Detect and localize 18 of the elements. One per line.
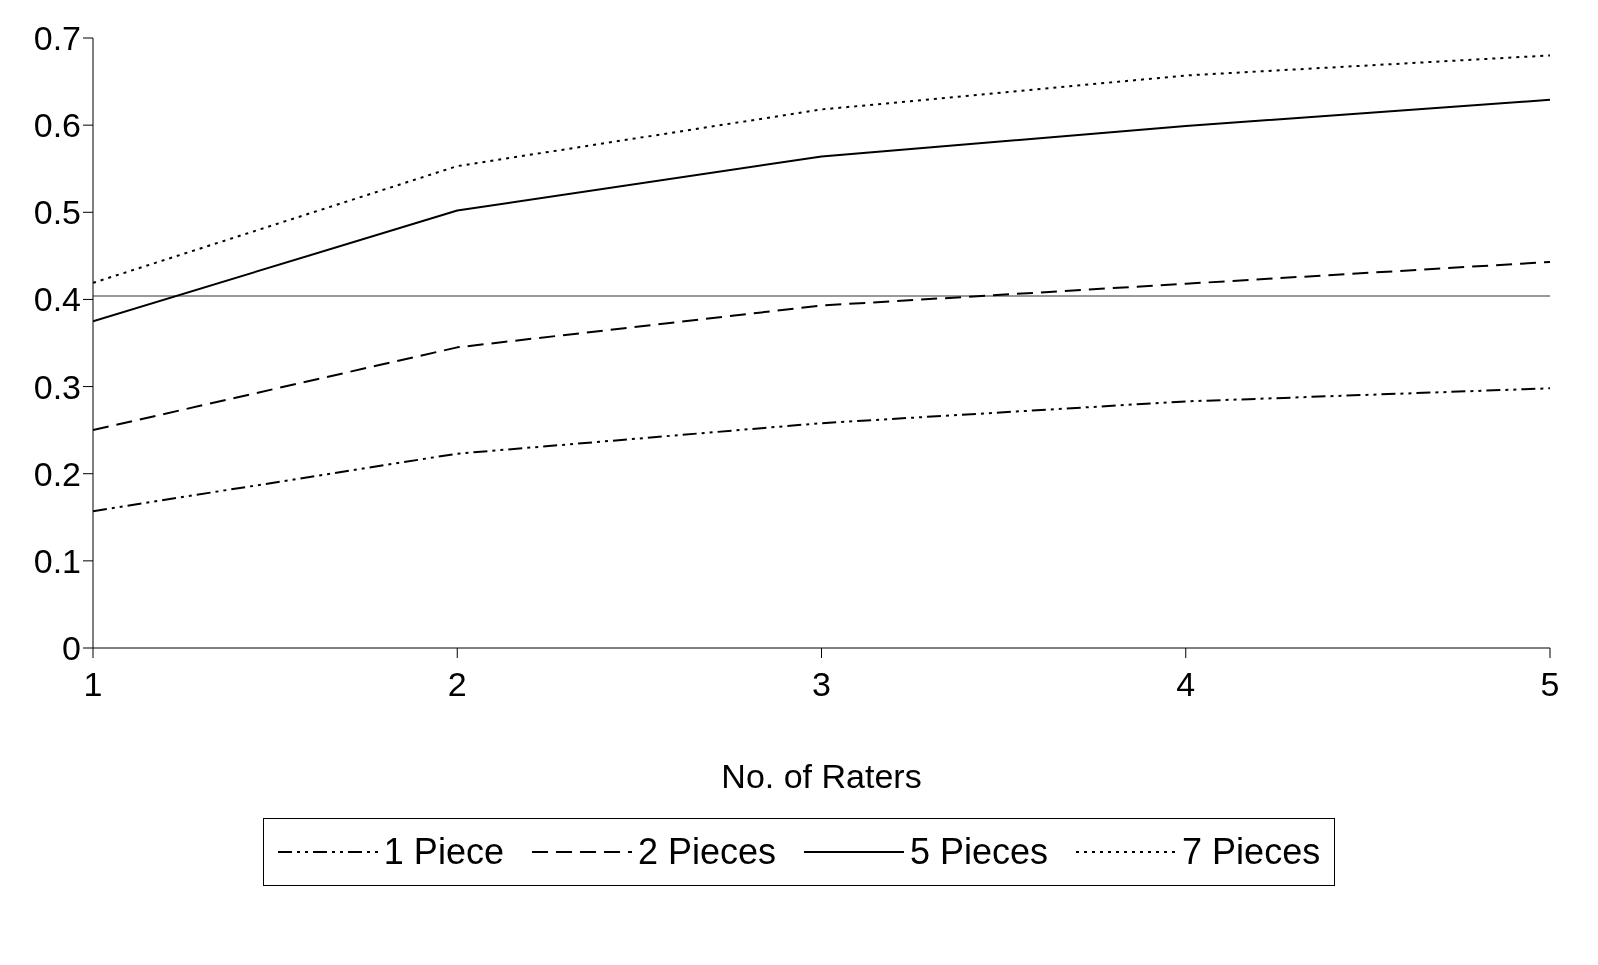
legend-label: 2 Pieces — [637, 831, 776, 873]
y-tick-label: 0.3 — [33, 367, 81, 406]
y-tick-label: 0.6 — [33, 106, 81, 145]
x-tick-label: 3 — [812, 665, 831, 704]
x-tick-label: 1 — [83, 665, 103, 704]
x-tick-label: 5 — [1540, 665, 1560, 704]
y-tick-label: 0.1 — [33, 541, 81, 580]
legend-label: 5 Pieces — [910, 831, 1049, 873]
y-tick-label: 0.2 — [33, 454, 81, 493]
x-tick-label: 2 — [447, 665, 467, 704]
y-tick-label: 0.4 — [33, 280, 81, 319]
y-tick-label: 0.5 — [33, 193, 81, 232]
y-tick-label: 0 — [62, 629, 81, 668]
y-tick-label: 0.7 — [33, 19, 81, 58]
legend-label: 7 Pieces — [1182, 831, 1321, 873]
x-axis-title: No. of Raters — [721, 757, 922, 795]
x-tick-label: 4 — [1176, 665, 1196, 704]
legend-label: 1 Piece — [383, 831, 504, 873]
